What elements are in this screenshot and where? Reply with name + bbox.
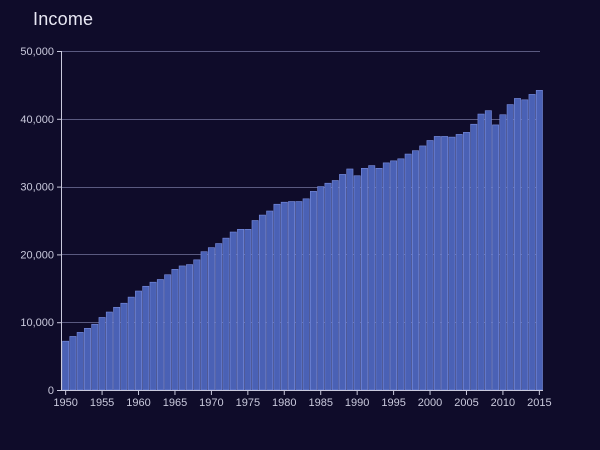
bar [317,186,325,391]
axes [61,51,543,391]
bar [164,274,172,391]
bar [193,259,201,391]
bar [506,104,514,391]
bar [244,229,252,391]
x-tick-label: 1990 [345,397,369,409]
y-tick-label: 50,000 [20,46,54,58]
bar [215,243,223,391]
x-tick-label: 1950 [53,397,77,409]
y-tick-label: 30,000 [20,182,54,194]
bar [171,269,179,391]
x-tick-label: 2000 [418,397,442,409]
bar [448,136,456,391]
x-tick-label: 1960 [126,397,150,409]
bar [113,306,121,391]
bar [331,180,339,391]
bar [229,231,237,391]
bar [280,201,288,391]
bar [441,136,449,391]
bar [433,136,441,391]
bar [499,114,507,391]
bar [419,145,427,391]
bar [207,247,215,391]
y-tick-label: 0 [48,385,54,397]
x-tick-label: 2015 [527,397,551,409]
bar [455,134,463,391]
y-axis-ticks: 0 10,000 20,000 30,000 40,000 50,000 [20,46,62,397]
bar [135,290,142,391]
bar [127,296,135,391]
bar [91,323,99,391]
bar [535,90,543,391]
bar [521,99,529,391]
bar [514,98,521,391]
x-tick-label: 1955 [90,397,114,409]
bar [324,182,332,391]
bar [302,198,310,391]
bar [375,167,383,391]
bars [62,90,543,391]
x-tick-label: 1965 [163,397,187,409]
bar [98,317,106,391]
bar [178,265,186,391]
bar [528,94,536,391]
bar [309,191,317,391]
bar [237,229,244,391]
bar [149,281,157,391]
bar [200,251,208,391]
bar [412,150,419,391]
x-tick-label: 2005 [454,397,478,409]
bar [186,264,193,391]
x-tick-label: 1980 [272,397,296,409]
bar [390,160,398,391]
x-tick-label: 1975 [236,397,260,409]
bar [492,124,500,391]
x-tick-label: 1970 [199,397,223,409]
bar [222,237,230,391]
bar [397,158,405,391]
bar [382,162,390,391]
y-tick-label: 20,000 [20,249,54,261]
bar [339,174,347,391]
bar [484,110,492,391]
bar [426,140,434,391]
bar [105,311,113,391]
bar [120,302,128,391]
bar [76,332,84,391]
bar [361,167,368,391]
bar [62,340,70,391]
y-tick-label: 10,000 [20,317,54,329]
y-tick-label: 40,000 [20,114,54,126]
bar [266,210,274,391]
bar [156,279,164,391]
bar [273,203,281,391]
bar [84,328,91,391]
x-tick-label: 2010 [491,397,515,409]
bar [346,168,354,391]
bar [142,285,150,391]
chart-title: Income [33,9,94,29]
x-tick-label: 1995 [381,397,405,409]
x-tick-label: 1985 [308,397,332,409]
bar [404,153,412,391]
bar [258,214,266,391]
bar [368,165,376,391]
bar [295,201,303,391]
bar [470,123,478,391]
bar [477,113,485,391]
bar [288,201,296,391]
x-axis-ticks: 1950 1955 1960 1965 1970 1975 1980 1985 1990 1995… [53,391,552,409]
bar [69,336,77,391]
bar [463,132,470,391]
bar [353,175,361,391]
bar [251,220,259,391]
